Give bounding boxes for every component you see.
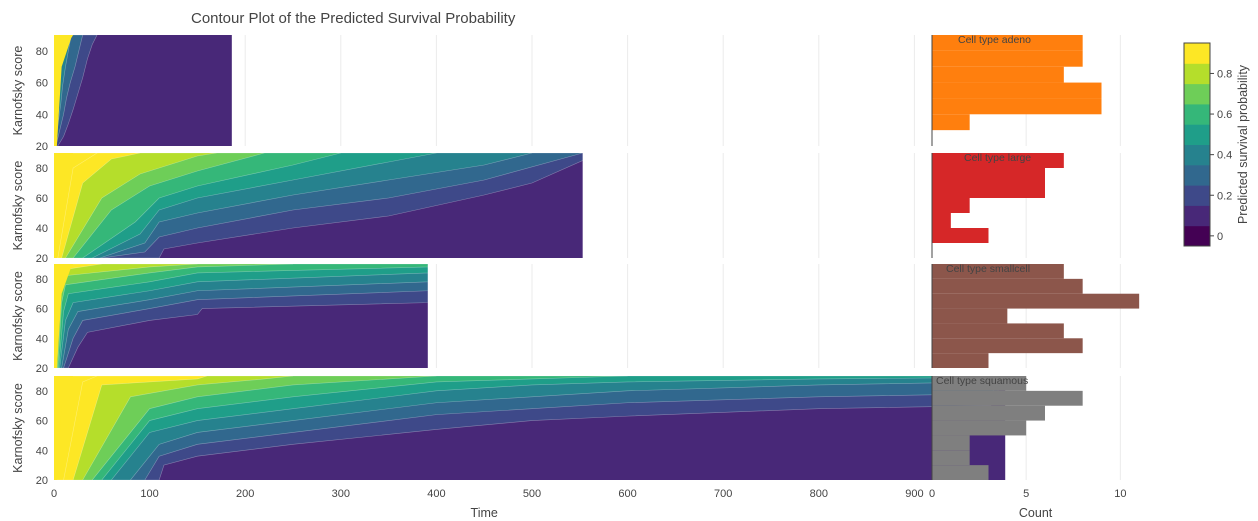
chart-title: Contour Plot of the Predicted Survival P…	[191, 10, 516, 27]
colorbar-segment	[1184, 124, 1210, 145]
y-axis-title: Karnofsky score	[11, 271, 25, 361]
colorbar-segment	[1184, 185, 1210, 206]
plot-area: 20 40 60 80 Karnofsky score 20 40 60 80 Karnofsky…	[11, 34, 1140, 520]
contour-band	[54, 376, 74, 480]
colorbar-segment	[1184, 83, 1210, 105]
colorbar-tick-label: 0.2	[1217, 190, 1232, 202]
y-tick-label: 80	[36, 274, 48, 286]
contour-panel	[53, 152, 583, 259]
y-tick-label: 60	[36, 304, 48, 316]
colorbar-title: Predicted survival probability	[1236, 64, 1250, 224]
y-tick-label: 80	[36, 386, 48, 398]
histogram-panel: Cell type adeno	[931, 34, 1121, 146]
x-tick-label: 700	[714, 488, 732, 500]
histogram-bar	[932, 50, 1083, 67]
y-tick-label: 80	[36, 163, 48, 175]
y-tick-label: 40	[36, 109, 48, 121]
histogram-bar	[932, 293, 1140, 309]
colorbar-segment	[1184, 103, 1210, 125]
histogram-bar	[932, 82, 1102, 99]
y-tick-label: 40	[36, 445, 48, 457]
histogram-bar	[932, 450, 970, 466]
y-tick-label: 20	[36, 363, 48, 375]
histogram-bar	[932, 35, 1083, 51]
histogram-panel: Cell type squamous	[931, 375, 1121, 480]
x-tick-label: 0	[51, 488, 57, 500]
histogram-label: Cell type adeno	[958, 34, 1031, 46]
histogram-bar	[932, 264, 1064, 279]
y-tick-label: 60	[36, 416, 48, 428]
contour-panel	[53, 34, 232, 147]
y-tick-label: 20	[36, 475, 48, 487]
histogram-bar	[932, 390, 1083, 406]
contour-band	[54, 153, 74, 258]
histogram-bar	[932, 353, 989, 368]
histogram-bar	[932, 66, 1064, 83]
histogram-bar	[932, 198, 970, 213]
contour-band	[54, 35, 74, 146]
histogram-bar	[932, 183, 1045, 198]
histogram-bar	[932, 376, 1027, 391]
histogram-label: Cell type large	[964, 152, 1031, 164]
histogram-bar	[932, 338, 1083, 354]
colorbar: 0 0.2 0.4 0.6 0.8 Predicted survival probabil…	[1183, 42, 1250, 247]
colorbar-tick-label: 0.8	[1217, 68, 1232, 80]
y-tick-label: 20	[36, 253, 48, 265]
histogram-bar	[932, 435, 970, 451]
histogram-bar	[932, 323, 1064, 339]
x-tick-label: 400	[427, 488, 445, 500]
histogram-label: Cell type smallcell	[946, 263, 1030, 275]
histogram-label: Cell type squamous	[936, 375, 1028, 387]
histogram-bar	[932, 228, 989, 243]
colorbar-segment	[1184, 144, 1210, 166]
colorbar-segment	[1184, 205, 1210, 227]
histogram-panel: Cell type smallcell	[931, 263, 1140, 368]
y-tick-label: 40	[36, 223, 48, 235]
histogram-bar	[932, 420, 1027, 436]
colorbar-frame	[1183, 42, 1211, 247]
x-tick-label: 900	[905, 488, 923, 500]
colorbar-tick-label: 0	[1217, 231, 1223, 243]
histogram-bar	[932, 465, 989, 480]
colorbar-segment	[1184, 225, 1210, 247]
histogram-bar	[932, 278, 1083, 294]
histogram-bar	[932, 213, 951, 228]
y-axis-title: Karnofsky score	[11, 161, 25, 251]
colorbar-tick-label: 0.4	[1217, 150, 1232, 162]
x-tick-label: 600	[618, 488, 636, 500]
histogram-bar	[932, 405, 1045, 421]
histogram-bar	[932, 308, 1008, 324]
x-tick-label: 200	[236, 488, 254, 500]
y-tick-label: 20	[36, 141, 48, 153]
histogram-bar	[932, 153, 1064, 168]
contour-panel	[53, 375, 1006, 481]
x-tick-label: 500	[523, 488, 541, 500]
histogram-panel: Cell type large	[931, 152, 1121, 258]
count-axis-title: Count	[1019, 506, 1053, 520]
count-tick-label: 0	[929, 488, 935, 500]
y-tick-label: 60	[36, 193, 48, 205]
y-tick-label: 80	[36, 46, 48, 58]
x-tick-label: 300	[332, 488, 350, 500]
y-axis-title: Karnofsky score	[11, 46, 25, 136]
y-tick-label: 60	[36, 78, 48, 90]
y-axis-title: Karnofsky score	[11, 383, 25, 473]
contour-band	[54, 264, 74, 368]
histogram-bar	[932, 168, 1045, 183]
histogram-bar	[932, 114, 970, 131]
count-tick-label: 5	[1023, 488, 1029, 500]
histogram-bar	[932, 98, 1102, 115]
x-tick-label: 800	[810, 488, 828, 500]
colorbar-segment	[1184, 63, 1210, 85]
y-tick-label: 40	[36, 333, 48, 345]
colorbar-segment	[1184, 43, 1210, 64]
colorbar-tick-label: 0.6	[1217, 109, 1232, 121]
count-tick-label: 10	[1114, 488, 1126, 500]
colorbar-segment	[1184, 164, 1210, 186]
contour-panel	[53, 263, 429, 369]
x-tick-label: 100	[140, 488, 158, 500]
x-axis-title: Time	[471, 506, 498, 520]
